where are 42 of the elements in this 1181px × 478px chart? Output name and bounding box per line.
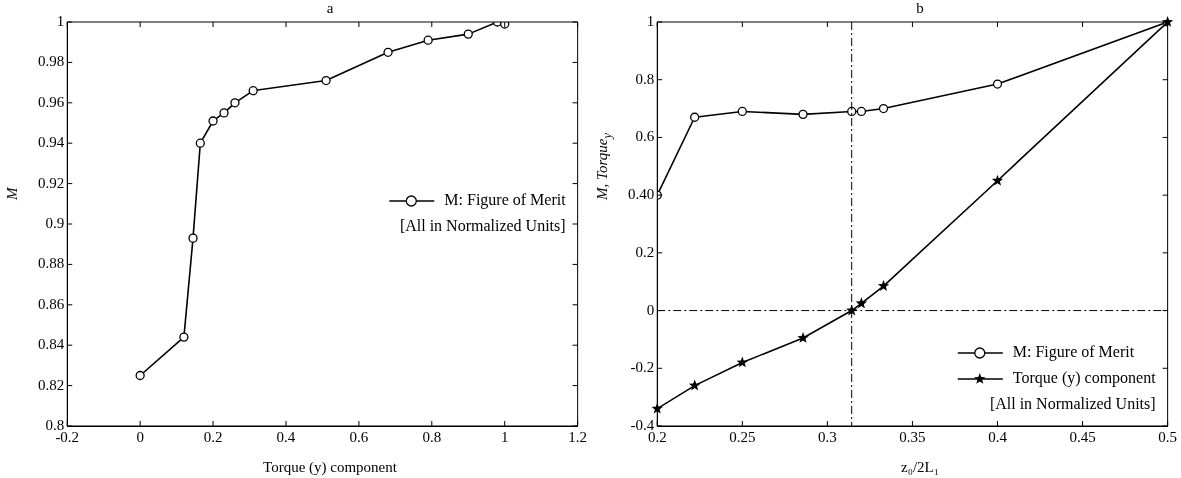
y-tick-label: 0.82 [38,376,65,393]
x-tick-label: 0.8 [422,428,442,445]
y-tick-label: 0.6 [635,128,655,145]
x-tick-label: 0.25 [729,428,756,445]
chart-title: b [915,0,925,17]
y-tick-label: -0.4 [630,416,655,433]
legend-label: Torque (y) component [1012,369,1157,388]
y-tick-label: 0.86 [38,295,65,312]
y-tick-label: 0.98 [38,53,65,70]
y-tick-label: 1 [56,12,65,29]
y-axis-title: M [4,187,21,200]
x-tick-label: 0.2 [203,428,223,445]
x-tick-label: 0.4 [988,428,1008,445]
x-tick-label: 0.5 [1158,428,1177,445]
legend-label: M: Figure of Merit [1012,343,1135,362]
x-tick-label: 0.45 [1069,428,1096,445]
y-tick-label: 0.9 [45,214,65,231]
y-tick-label: 0 [646,301,655,318]
y-tick-label: 0.8 [45,416,65,433]
x-tick-label: 1 [500,428,509,445]
x-tick-label: 1.2 [568,428,587,445]
x-tick-label: 0.6 [349,428,369,445]
x-axis-title: Torque (y) component [262,459,398,476]
y-tick-label: 0.84 [38,336,65,353]
x-tick-label: 0.3 [818,428,837,445]
legend-label: M: Figure of Merit [444,191,567,210]
y-tick-label: 0.96 [38,93,65,110]
y-tick-label: 0.92 [38,174,65,191]
y-tick-label: 0.2 [635,243,655,260]
x-tick-label: 0.4 [276,428,296,445]
annotation: [All in Normalized Units] [989,395,1156,413]
chart-title: a [325,0,335,17]
y-tick-label: 0.8 [635,70,655,87]
y-tick-label: 0.88 [38,255,65,272]
y-tick-label: 0.40 [628,186,655,203]
y-tick-label: 1 [646,12,655,29]
x-tick-label: 0.35 [899,428,926,445]
annotation: [All in Normalized Units] [399,217,566,235]
x-axis-title: z₀/2L₁ [900,459,940,476]
y-tick-label: -0.2 [630,359,655,376]
y-tick-label: 0.94 [38,134,65,151]
x-tick-label: 0 [136,428,144,445]
